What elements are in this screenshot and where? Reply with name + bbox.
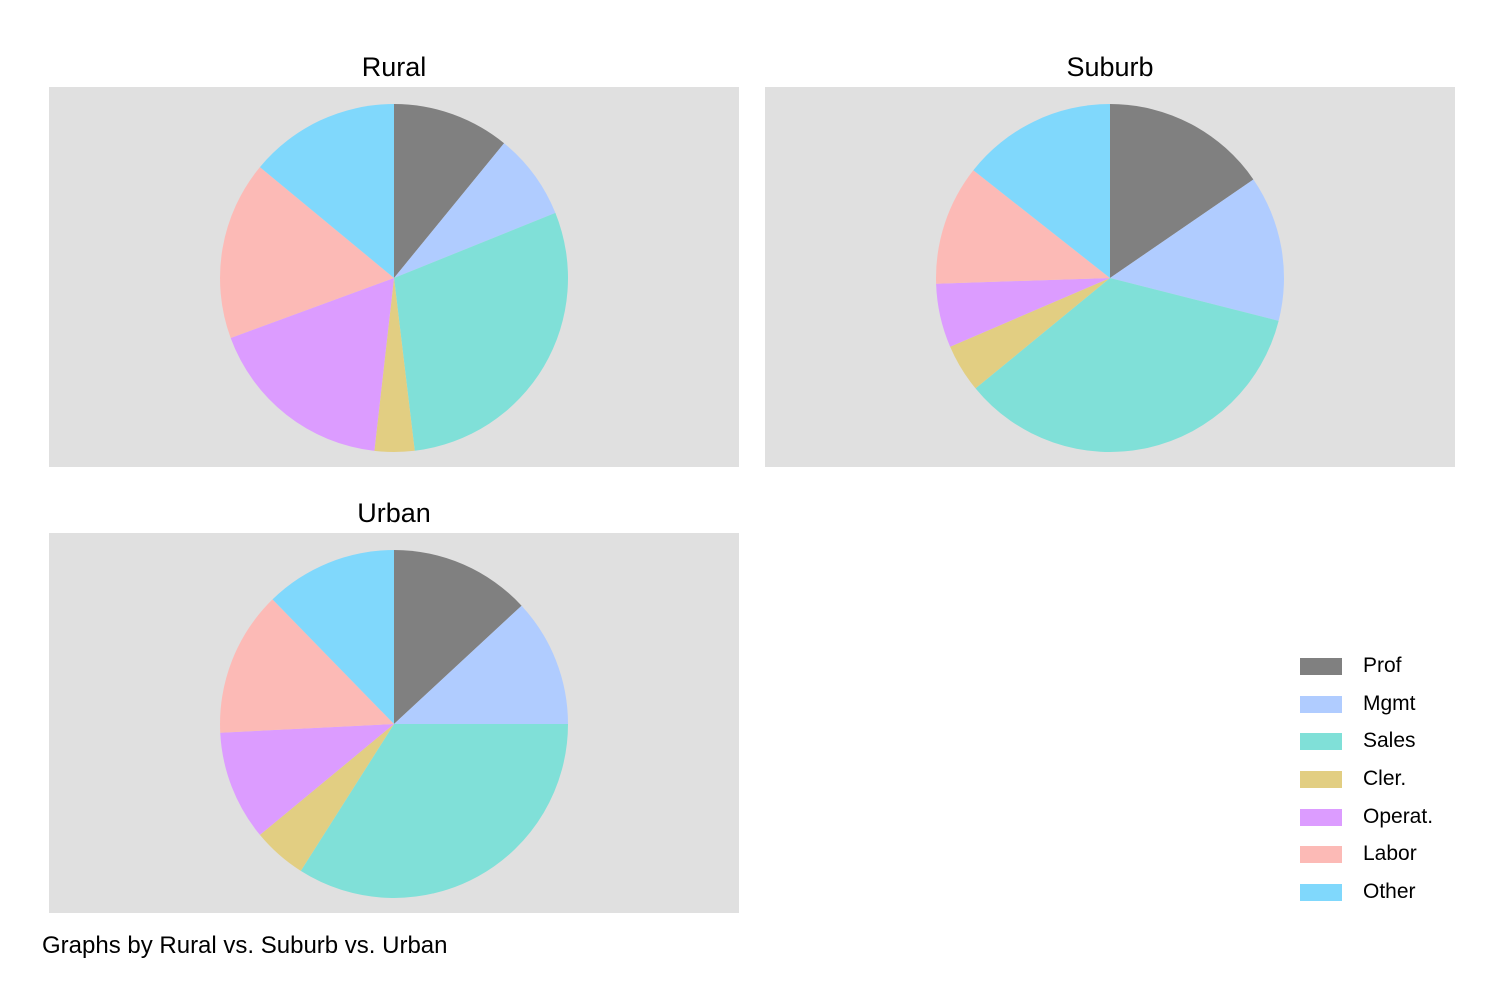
panel-suburb — [765, 87, 1455, 467]
legend: Prof Mgmt Sales Cler. Operat. Labor Other — [1300, 650, 1490, 914]
pie-slice-rural-sales — [394, 212, 569, 451]
legend-label: Labor — [1363, 842, 1417, 866]
legend-swatch — [1300, 884, 1342, 902]
panel-rural — [49, 87, 739, 467]
legend-item-cler: Cler. — [1300, 763, 1490, 801]
pie-suburb — [935, 104, 1285, 452]
pie-slice-urban-labor — [220, 599, 394, 733]
pie-slice-suburb-mgmt — [1110, 179, 1285, 321]
legend-label: Operat. — [1363, 804, 1434, 828]
chart-note: Graphs by Rural vs. Suburb vs. Urban — [42, 932, 448, 959]
legend-swatch — [1300, 695, 1342, 713]
legend-swatch — [1300, 733, 1342, 751]
pie-slice-suburb-sales — [975, 278, 1279, 452]
legend-label: Mgmt — [1363, 691, 1416, 715]
pie-slice-urban-prof — [394, 550, 522, 724]
legend-swatch — [1300, 771, 1342, 789]
legend-swatch — [1300, 658, 1342, 675]
pie-slice-suburb-prof — [1110, 104, 1254, 278]
legend-item-operat: Operat. — [1300, 801, 1490, 839]
pie-slice-urban-cler — [259, 724, 394, 871]
legend-item-other: Other — [1300, 876, 1490, 914]
pie-slice-rural-prof — [394, 104, 505, 278]
pie-slice-rural-labor — [219, 167, 394, 338]
pie-urban — [220, 550, 568, 898]
pie-rural — [219, 104, 569, 453]
pie-slice-suburb-labor — [935, 170, 1110, 284]
legend-label: Other — [1363, 880, 1416, 904]
pie-slice-suburb-operat — [936, 278, 1110, 347]
pie-slice-rural-cler — [374, 278, 415, 453]
pie-slice-rural-mgmt — [394, 143, 556, 278]
pie-slice-rural-other — [259, 104, 394, 278]
legend-swatch — [1300, 808, 1342, 826]
legend-swatch — [1300, 846, 1342, 864]
legend-item-sales: Sales — [1300, 725, 1490, 763]
pie-slice-suburb-cler — [950, 278, 1110, 389]
panel-title-urban: Urban — [357, 498, 431, 528]
legend-item-mgmt: Mgmt — [1300, 688, 1490, 726]
panel-title-rural: Rural — [361, 52, 427, 82]
pie-slice-urban-sales — [300, 724, 568, 898]
pie-slice-urban-mgmt — [394, 605, 568, 724]
pie-slice-rural-operat — [230, 278, 394, 451]
legend-item-prof: Prof — [1300, 650, 1490, 688]
pie-slice-suburb-other — [973, 104, 1110, 278]
legend-label: Prof — [1363, 654, 1402, 677]
pie-slice-urban-other — [272, 550, 394, 724]
panel-urban — [49, 533, 739, 913]
legend-label: Cler. — [1363, 767, 1407, 791]
pie-slice-urban-operat — [220, 724, 394, 835]
legend-item-labor: Labor — [1300, 838, 1490, 876]
panel-title-suburb: Suburb — [1066, 52, 1154, 82]
legend-label: Sales — [1363, 729, 1416, 753]
